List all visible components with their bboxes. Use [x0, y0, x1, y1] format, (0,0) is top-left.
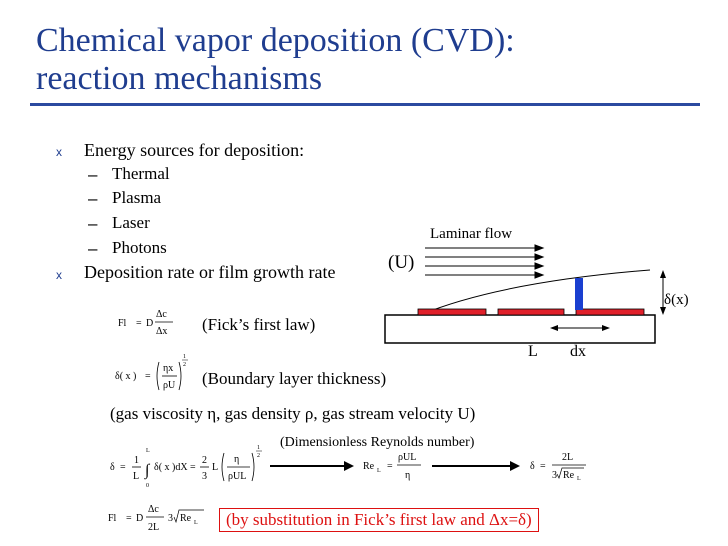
- svg-text:δ( x )dX: δ( x )dX: [154, 462, 188, 473]
- svg-text:Fl: Fl: [118, 318, 127, 329]
- svg-text:=: =: [190, 462, 196, 473]
- bullet-energy-sources: Energy sources for deposition:: [84, 140, 305, 160]
- svg-text:δ: δ: [110, 462, 115, 473]
- svg-text:2L: 2L: [148, 522, 159, 533]
- svg-text:=: =: [387, 461, 393, 472]
- boundary-probe: [575, 278, 583, 310]
- caption-gas-properties: (gas viscosity η, gas density ρ, gas str…: [110, 404, 476, 423]
- svg-text:δ( x ): δ( x ): [115, 371, 136, 382]
- svg-text:η: η: [405, 470, 410, 481]
- caption-reynolds: (Dimensionless Reynolds number): [280, 435, 475, 450]
- svg-text:L: L: [133, 471, 139, 482]
- sub-item-plasma: Plasma: [112, 188, 162, 207]
- equation-average-thickness: δ = 1 L L ∫ 0 δ( x )dX = 2 3 L η ρUL 1 2: [110, 443, 270, 496]
- substitution-note: (by substitution in Fick’s first law and…: [219, 508, 539, 532]
- svg-text:0: 0: [146, 483, 149, 489]
- bullet-marker: x: [56, 268, 62, 282]
- velocity-label: (U): [388, 252, 414, 273]
- length-label: L: [528, 343, 538, 360]
- svg-text:Δc: Δc: [148, 504, 159, 515]
- svg-text:L: L: [212, 462, 218, 473]
- svg-text:2: 2: [183, 362, 186, 368]
- title-line-1: Chemical vapor deposition (CVD):: [36, 22, 515, 59]
- svg-text:=: =: [120, 462, 126, 473]
- svg-text:=: =: [145, 371, 151, 382]
- sub-dash: –: [88, 214, 98, 233]
- svg-text:ηx: ηx: [163, 363, 173, 374]
- equation-reynolds: Re L = ρUL η: [363, 448, 443, 489]
- svg-text:η: η: [234, 454, 239, 465]
- sub-item-thermal: Thermal: [112, 164, 170, 183]
- equation-boundary-layer: δ( x ) = ηx ρU 1 2: [115, 352, 195, 401]
- delta-x-label: δ(x): [664, 292, 689, 308]
- svg-text:ρUL: ρUL: [228, 471, 246, 482]
- flow-arrows: [425, 244, 545, 279]
- svg-text:ρUL: ρUL: [398, 452, 416, 463]
- sub-dash: –: [88, 189, 98, 208]
- film-segment: [417, 308, 487, 316]
- svg-text:Δx: Δx: [156, 326, 167, 337]
- laminar-flow-label: Laminar flow: [430, 226, 512, 242]
- svg-text:Δc: Δc: [156, 309, 167, 320]
- svg-text:δ: δ: [530, 461, 535, 472]
- svg-text:ρU: ρU: [163, 380, 176, 391]
- laminar-flow-diagram: Laminar flow (U) δ(x) L dx: [384, 226, 689, 360]
- svg-text:3: 3: [202, 471, 207, 482]
- svg-text:=: =: [136, 318, 142, 329]
- caption-boundary-layer: (Boundary layer thickness): [202, 369, 387, 388]
- svg-text:1: 1: [134, 455, 139, 466]
- title-underline: [30, 103, 700, 106]
- svg-text:L: L: [194, 520, 198, 526]
- substrate: [384, 314, 656, 344]
- slide-title: Chemical vapor deposition (CVD): reactio…: [36, 22, 515, 98]
- equation-delta-result: δ = 2L 3 Re L: [530, 448, 610, 489]
- sub-dash: –: [88, 239, 98, 258]
- svg-text:Re: Re: [363, 461, 375, 472]
- film-segment: [575, 308, 645, 316]
- svg-text:L: L: [146, 448, 150, 454]
- svg-text:Re: Re: [180, 513, 192, 524]
- dx-label: dx: [570, 343, 586, 360]
- svg-text:2: 2: [257, 453, 260, 459]
- svg-text:3: 3: [552, 470, 557, 481]
- svg-text:3: 3: [168, 513, 173, 524]
- bullet-deposition-rate: Deposition rate or film growth rate: [84, 262, 336, 282]
- arrow-right-icon: [432, 461, 520, 471]
- equation-final-flux: Fl = D Δc 2L 3 Re L: [108, 500, 218, 541]
- svg-text:1: 1: [183, 354, 186, 360]
- svg-text:2L: 2L: [562, 452, 573, 463]
- sub-dash: –: [88, 165, 98, 184]
- bullet-marker: x: [56, 145, 62, 159]
- boundary-layer-curve: [419, 269, 651, 316]
- caption-fick: (Fick’s first law): [202, 315, 316, 334]
- svg-text:D: D: [146, 318, 153, 329]
- svg-text:L: L: [377, 468, 381, 474]
- svg-text:1: 1: [257, 445, 260, 451]
- film-segment: [497, 308, 565, 316]
- sub-item-photons: Photons: [112, 238, 167, 257]
- svg-text:∫: ∫: [144, 462, 151, 480]
- title-line-2: reaction mechanisms: [36, 60, 323, 97]
- svg-text:D: D: [136, 513, 143, 524]
- svg-text:Re: Re: [563, 470, 575, 481]
- svg-text:Fl: Fl: [108, 513, 117, 524]
- sub-item-laser: Laser: [112, 213, 150, 232]
- equation-fick: Fl = D Δc Δx: [118, 305, 198, 344]
- svg-text:2: 2: [202, 455, 207, 466]
- svg-text:=: =: [540, 461, 546, 472]
- arrow-right-icon: [270, 461, 354, 471]
- svg-text:L: L: [577, 476, 581, 482]
- svg-text:=: =: [126, 513, 132, 524]
